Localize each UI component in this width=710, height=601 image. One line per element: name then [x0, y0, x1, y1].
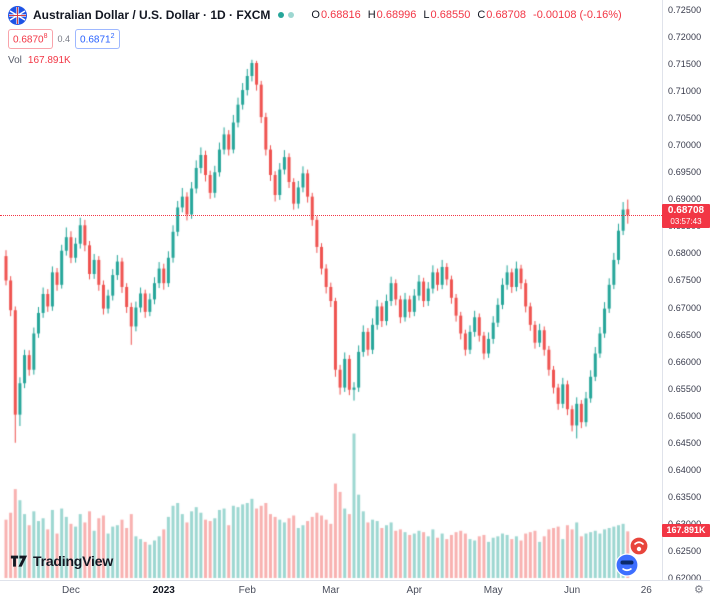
high-value: 0.68996 — [376, 9, 417, 21]
price-axis-label: 0.66500 — [668, 329, 702, 340]
time-axis-label: Apr — [406, 585, 423, 596]
price-axis-label: 0.67000 — [668, 302, 702, 313]
last-price-tag: 0.68708 03:57:43 — [662, 204, 710, 229]
ask-sup: 2 — [110, 33, 115, 41]
time-axis-label: Mar — [322, 585, 340, 596]
price-axis-label: 0.65500 — [668, 383, 702, 394]
close-value: 0.68708 — [486, 9, 527, 21]
close-label: C — [477, 9, 486, 21]
red-sticker-icon — [629, 536, 649, 556]
bid-main: 0.6870 — [13, 34, 44, 46]
ohlc-readout: O 0.68816 H 0.68996 L 0.68550 C 0.68708 -0.0… — [304, 9, 621, 21]
price-axis-label: 0.63000 — [668, 519, 701, 529]
price-axis-label: 0.62500 — [668, 545, 702, 556]
price-axis-label: 0.62000 — [668, 573, 702, 580]
low-value: 0.68550 — [430, 9, 471, 21]
bid-sup: 8 — [43, 33, 48, 41]
open-value: 0.68816 — [320, 9, 361, 21]
market-status-dot[interactable] — [278, 12, 285, 18]
time-axis-label: 2023 — [152, 585, 175, 596]
high-label: H — [367, 9, 376, 21]
price-axis-label: 0.65000 — [668, 410, 702, 421]
blue-sticker-icon — [615, 553, 639, 577]
symbol-icon[interactable] — [8, 5, 27, 25]
time-axis-settings-gear-icon[interactable]: ⚙ — [694, 584, 704, 596]
last-price-value: 0.68708 — [667, 205, 705, 217]
tradingview-logo-icon — [10, 555, 28, 567]
time-axis[interactable]: Dec 2023 Feb Mar Apr May Jun 26 — [0, 580, 710, 601]
tradingview-logo-text: TradingView — [33, 553, 114, 569]
bid-price-button[interactable]: 0.68708 — [8, 29, 53, 49]
price-axis-label: 0.68000 — [668, 248, 702, 259]
chart-legend: Australian Dollar / U.S. Dollar · 1D · F… — [8, 5, 622, 66]
price-axis-label: 0.66000 — [668, 356, 702, 367]
time-axis-label: 26 — [640, 585, 652, 596]
price-axis-label: 0.71000 — [668, 86, 702, 97]
price-axis[interactable]: 0.72500 0.72000 0.71500 0.71000 0.70500 0.700… — [662, 0, 710, 580]
volume-label[interactable]: Vol — [8, 55, 22, 66]
price-axis-label: 0.70000 — [668, 140, 702, 151]
price-axis-label: 0.64500 — [668, 437, 702, 448]
volume-value: 167.891K — [27, 55, 71, 66]
price-axis-label: 0.63500 — [668, 491, 702, 502]
ask-main: 0.6871 — [80, 34, 111, 46]
candlestick-chart[interactable] — [0, 0, 662, 580]
open-label: O — [311, 9, 320, 21]
floating-badges[interactable] — [612, 536, 652, 583]
low-label: L — [423, 9, 430, 21]
volume-axis-tag: 167.891K — [662, 524, 710, 538]
price-axis-label: 0.69000 — [668, 194, 702, 205]
spread-value: 0.4 — [57, 34, 71, 44]
time-axis-label: Jun — [564, 585, 581, 596]
price-axis-label: 0.72000 — [668, 32, 702, 43]
time-axis-label: Feb — [238, 585, 256, 596]
price-axis-label: 0.69500 — [668, 167, 702, 178]
price-axis-label: 0.72500 — [668, 5, 702, 15]
change-value: -0.00108 (-0.16%) — [533, 9, 622, 21]
time-axis-label: Dec — [62, 585, 80, 596]
ask-price-button[interactable]: 0.68712 — [75, 29, 120, 49]
symbol-title[interactable]: Australian Dollar / U.S. Dollar · 1D · F… — [33, 8, 271, 22]
price-axis-label: 0.71500 — [668, 59, 702, 70]
price-axis-label: 0.64000 — [668, 464, 702, 475]
price-axis-label: 0.67500 — [668, 275, 702, 286]
last-price-line — [0, 215, 662, 217]
bar-countdown: 03:57:43 — [670, 217, 702, 227]
time-axis-label: May — [483, 585, 503, 596]
data-status-dot[interactable] — [288, 12, 295, 18]
tradingview-logo[interactable]: TradingView — [10, 552, 113, 570]
price-axis-label: 0.70500 — [668, 113, 702, 124]
